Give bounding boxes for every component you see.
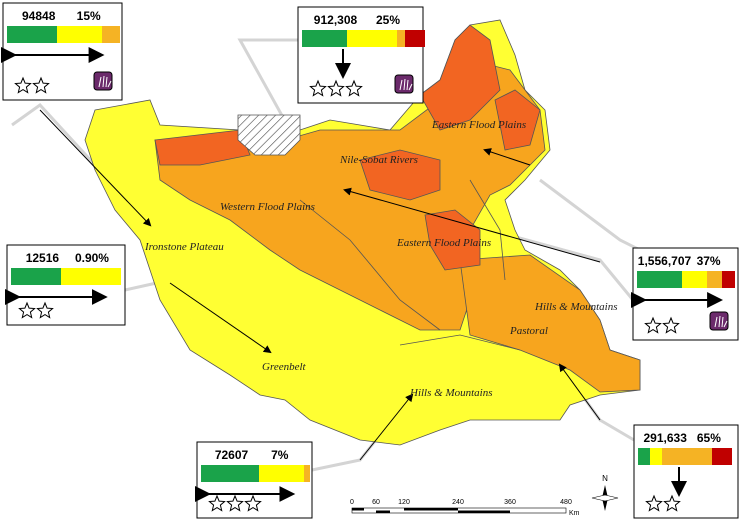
star (327, 79, 345, 97)
scale-bar: 0 60 120 240 360 480 Km (350, 499, 580, 517)
bar-segment (722, 271, 735, 288)
population: 94848 (22, 9, 56, 23)
bar-segment (259, 465, 304, 482)
arrows (39, 109, 601, 461)
region-label: Pastoral (509, 325, 548, 337)
hand-icon-glyph (399, 78, 413, 91)
region-dark (359, 149, 441, 201)
bar-segment (405, 30, 425, 47)
star (345, 79, 363, 97)
region-label: Ironstone Plateau (144, 241, 224, 253)
region-dark (424, 209, 481, 271)
region-label: Hills & Mountains (534, 301, 618, 313)
star (662, 316, 680, 334)
star (36, 301, 54, 319)
share: 25% (376, 13, 400, 27)
callout: 94848 15% (1, 2, 123, 101)
star (208, 494, 226, 512)
callout: 72607 7% (195, 441, 313, 519)
scale-unit: Km (569, 510, 580, 517)
hand-icon (709, 311, 729, 331)
scale-label: 480 (560, 499, 572, 506)
bar-segment (637, 271, 682, 288)
bar-segment (102, 26, 120, 43)
share: 7% (271, 448, 289, 462)
share: 15% (77, 9, 101, 23)
north-label: N (602, 474, 608, 483)
scale-label: 240 (452, 499, 464, 506)
region-label: Nile-Sobat Rivers (339, 154, 418, 166)
callout: 1,556,707 37% (631, 247, 739, 341)
region-orange (459, 254, 641, 393)
star (663, 494, 681, 512)
callout: 912,308 25% (297, 6, 425, 104)
bar-segment (712, 448, 732, 465)
star (32, 76, 50, 94)
scale-label: 360 (504, 499, 516, 506)
callout: 291,633 65% (633, 424, 739, 519)
bar-segment (201, 465, 259, 482)
share: 0.90% (75, 251, 109, 265)
scale-label: 60 (372, 499, 380, 506)
bar-segment (707, 271, 722, 288)
bar-segment (638, 448, 650, 465)
bar-segment (662, 448, 712, 465)
star (645, 494, 663, 512)
callout: 12516 0.90% (5, 244, 126, 326)
bar-segment (61, 268, 121, 285)
star (309, 79, 327, 97)
bar-segment (7, 26, 57, 43)
bar-segment (682, 271, 707, 288)
share: 37% (697, 254, 721, 268)
population: 291,633 (644, 431, 688, 445)
star (244, 494, 262, 512)
bar-segment (11, 268, 61, 285)
disputed-area (237, 114, 301, 156)
population: 72607 (215, 448, 249, 462)
hand-icon (93, 71, 113, 91)
share: 65% (697, 431, 721, 445)
bar-segment (397, 30, 405, 47)
region-label: Greenbelt (262, 361, 307, 373)
star (18, 301, 36, 319)
region-label: Western Flood Plains (220, 201, 315, 213)
region-dark (154, 129, 251, 166)
region-labels: Eastern Flood Plains Nile-Sobat Rivers W… (144, 119, 618, 399)
bar-segment (650, 448, 662, 465)
region-label: Eastern Flood Plains (431, 119, 526, 131)
hand-icon-glyph (714, 315, 728, 328)
hand-icon (394, 74, 414, 94)
scale-label: 0 (350, 499, 354, 506)
star (226, 494, 244, 512)
star (644, 316, 662, 334)
region-dark (419, 24, 501, 131)
star (14, 76, 32, 94)
north-arrow: N (591, 474, 619, 511)
population: 1,556,707 (638, 254, 692, 268)
population: 12516 (26, 251, 60, 265)
scale-label: 120 (398, 499, 410, 506)
bar-segment (302, 30, 347, 47)
bar-segment (57, 26, 102, 43)
region-label: Hills & Mountains (409, 387, 493, 399)
population: 912,308 (314, 13, 358, 27)
region-dark (494, 89, 541, 151)
region-label: Eastern Flood Plains (396, 237, 491, 249)
bar-segment (304, 465, 310, 482)
hand-icon-glyph (98, 75, 112, 88)
bar-segment (347, 30, 397, 47)
